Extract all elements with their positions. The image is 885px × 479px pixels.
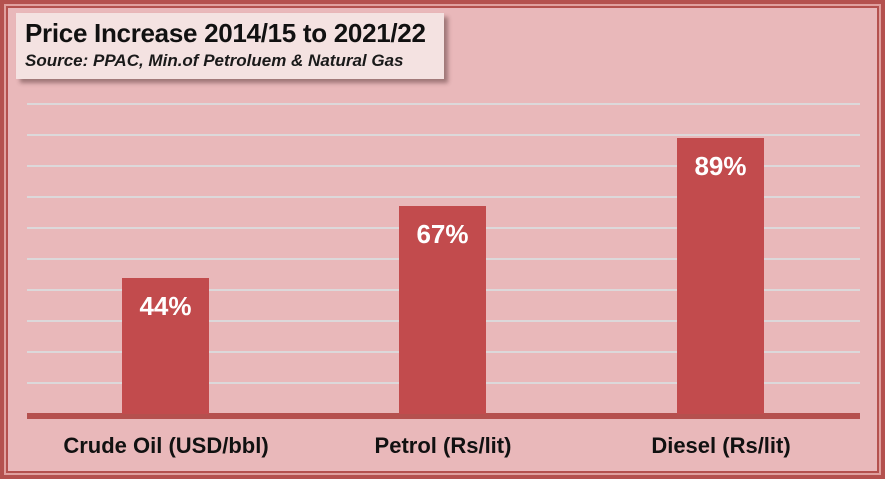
bar-petrol: 67% — [399, 206, 486, 414]
bar-diesel: 89% — [677, 138, 764, 414]
gridline — [27, 134, 860, 136]
x-axis-label-petrol: Petrol (Rs/lit) — [374, 433, 512, 458]
chart-source: Source: PPAC, Min.of Petroluem & Natural… — [25, 51, 404, 70]
bar-value-label-petrol: 67% — [416, 219, 469, 249]
chart-title-box: Price Increase 2014/15 to 2021/22 Source… — [16, 13, 444, 79]
gridline — [27, 103, 860, 105]
bar-value-label-crude-oil: 44% — [139, 291, 192, 321]
x-axis-label-crude-oil: Crude Oil (USD/bbl) — [63, 433, 269, 458]
gridline — [27, 196, 860, 198]
x-axis-line — [27, 413, 860, 419]
bar-value-label-diesel: 89% — [694, 151, 747, 181]
x-axis-label-diesel: Diesel (Rs/lit) — [651, 433, 791, 458]
bar-crude-oil: 44% — [122, 278, 209, 414]
chart-title: Price Increase 2014/15 to 2021/22 — [25, 18, 426, 48]
gridline — [27, 165, 860, 167]
